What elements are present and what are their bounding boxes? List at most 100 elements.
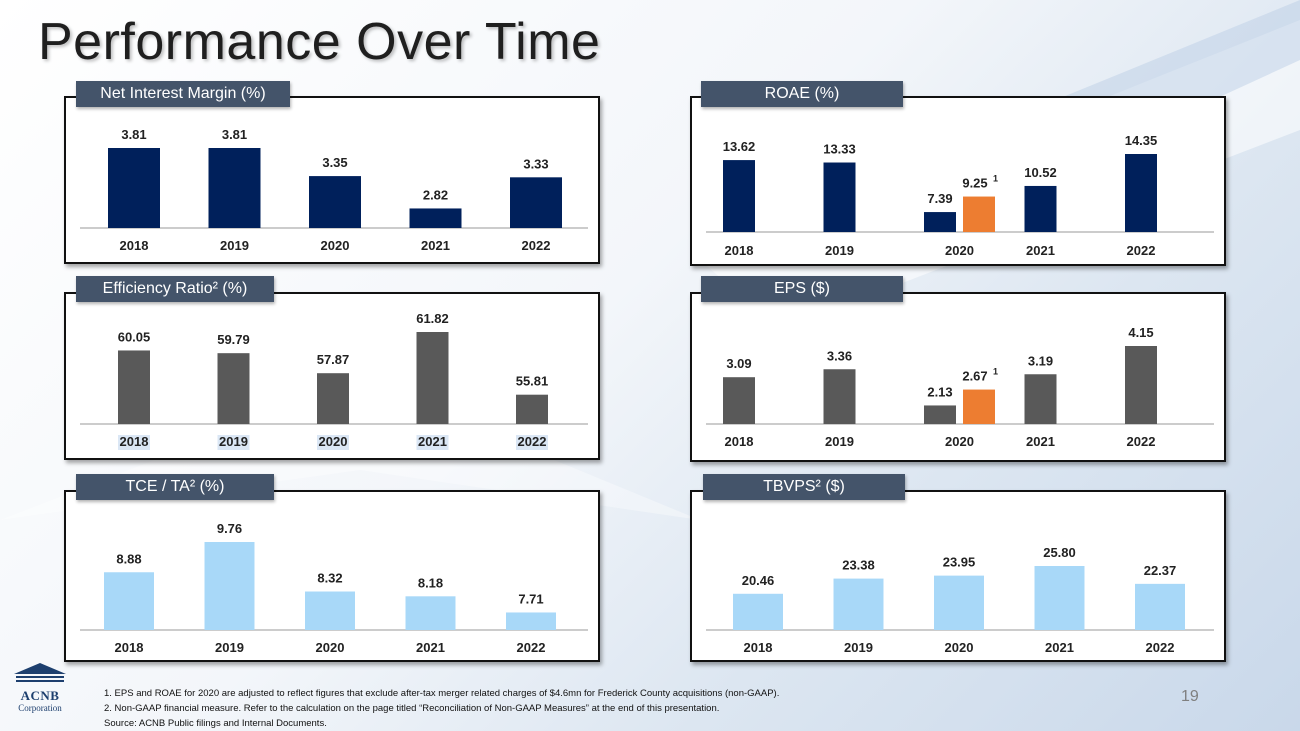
chart-panel-eps: 3.09 2018 3.36 2019 2.13 2.67 1 2020 3.19 2021 4.1… bbox=[690, 292, 1226, 462]
eps-label: EPS ($) bbox=[701, 276, 903, 302]
value-label-2020: 3.35 bbox=[322, 155, 347, 170]
value-label-2022: 55.81 bbox=[516, 374, 549, 389]
value-label-2020: 2.13 bbox=[927, 384, 952, 399]
value-label-2018: 3.09 bbox=[726, 356, 751, 371]
value-label-2022: 14.35 bbox=[1125, 133, 1158, 148]
category-highlight-2018 bbox=[118, 435, 150, 450]
category-label-2019: 2019 bbox=[825, 243, 854, 258]
tbvps-label: TBVPS² ($) bbox=[703, 474, 905, 500]
bar-2019 bbox=[208, 148, 261, 228]
bar-2018 bbox=[723, 377, 755, 424]
category-label-2018: 2018 bbox=[725, 243, 754, 258]
bar-2018 bbox=[118, 350, 150, 424]
value-label-2018: 20.46 bbox=[742, 573, 775, 588]
category-label-2021: 2021 bbox=[1026, 434, 1055, 449]
bank-roof-icon bbox=[14, 663, 66, 682]
category-label-2021: 2021 bbox=[1045, 640, 1074, 655]
category-label-2018: 2018 bbox=[120, 238, 149, 253]
tce-ta-label: TCE / TA² (%) bbox=[76, 474, 274, 500]
bar-2022 bbox=[1125, 346, 1157, 424]
value-label-2021: 8.18 bbox=[418, 575, 443, 590]
category-label-2020: 2020 bbox=[945, 434, 974, 449]
value-label-2020: 57.87 bbox=[317, 352, 350, 367]
value-label-2020: 8.32 bbox=[317, 571, 342, 586]
bar-2020 bbox=[317, 373, 349, 424]
bar-2022 bbox=[506, 612, 556, 630]
value-label-2022: 7.71 bbox=[518, 591, 543, 606]
category-label-2021: 2021 bbox=[1026, 243, 1055, 258]
category-label-2018: 2018 bbox=[725, 434, 754, 449]
category-highlight-2020 bbox=[317, 435, 349, 450]
bar-2020 bbox=[309, 176, 361, 228]
bar-2022 bbox=[516, 394, 548, 424]
category-label-2019: 2019 bbox=[215, 640, 244, 655]
bar-2018 bbox=[104, 572, 154, 630]
bar-2022 bbox=[1135, 583, 1185, 630]
value-label-2020: 7.39 bbox=[927, 191, 952, 206]
category-highlight-2021 bbox=[416, 435, 449, 450]
category-label-2019: 2019 bbox=[219, 434, 248, 449]
bar-2019 bbox=[833, 578, 884, 630]
value-label-2018: 8.88 bbox=[116, 551, 141, 566]
tce-ta-chart: 8.88 2018 9.76 2019 8.32 2020 8.18 2021 7.71 2022 bbox=[80, 521, 588, 655]
footnote-1: 1. EPS and ROAE for 2020 are adjusted to… bbox=[104, 688, 780, 699]
chart-panel-efficiency-ratio: 60.05 2018 59.79 2019 57.87 2020 61.82 2021 55.8… bbox=[64, 292, 600, 460]
value-label-2018: 3.81 bbox=[121, 127, 146, 142]
adjusted-footnote-marker: 1 bbox=[993, 367, 998, 377]
bar-2020 bbox=[305, 591, 355, 630]
bar-2021 bbox=[1034, 566, 1085, 630]
value-label-2019: 3.81 bbox=[222, 127, 247, 142]
category-label-2022: 2022 bbox=[518, 434, 547, 449]
value-label-2019: 13.33 bbox=[823, 142, 856, 157]
net-interest-margin-chart: 3.81 2018 3.81 2019 3.35 2020 2.82 2021 3.33 2022 bbox=[80, 127, 588, 253]
category-label-2018: 2018 bbox=[120, 434, 149, 449]
value-label-2021: 2.82 bbox=[423, 187, 448, 202]
category-label-2018: 2018 bbox=[744, 640, 773, 655]
roae-chart: 13.62 2018 13.33 2019 7.39 9.25 1 2020 10.52 2021… bbox=[706, 133, 1214, 258]
category-label-2018: 2018 bbox=[115, 640, 144, 655]
category-highlight-2022 bbox=[516, 435, 548, 450]
category-label-2022: 2022 bbox=[1127, 434, 1156, 449]
category-label-2019: 2019 bbox=[220, 238, 249, 253]
acnb-logo: ACNB Corporation bbox=[12, 662, 68, 713]
footnotes: 1. EPS and ROAE for 2020 are adjusted to… bbox=[104, 686, 779, 731]
adjusted-footnote-marker: 1 bbox=[993, 174, 998, 184]
roae-label: ROAE (%) bbox=[701, 81, 903, 107]
bar-2021 bbox=[405, 596, 456, 630]
bar-2018 bbox=[723, 160, 755, 232]
value-label-2022: 3.33 bbox=[523, 156, 548, 171]
category-label-2020: 2020 bbox=[945, 640, 974, 655]
chart-panel-roae: 13.62 2018 13.33 2019 7.39 9.25 1 2020 10.52 2021… bbox=[690, 96, 1226, 266]
category-highlight-2019 bbox=[217, 435, 250, 450]
value-label-2022: 22.37 bbox=[1144, 563, 1177, 578]
category-label-2019: 2019 bbox=[825, 434, 854, 449]
value-label-2022: 4.15 bbox=[1128, 325, 1153, 340]
category-label-2021: 2021 bbox=[421, 238, 450, 253]
chart-panel-tce-ta: 8.88 2018 9.76 2019 8.32 2020 8.18 2021 7.71 2022 bbox=[64, 490, 600, 662]
category-label-2021: 2021 bbox=[416, 640, 445, 655]
bar-2018 bbox=[108, 148, 160, 228]
category-label-2022: 2022 bbox=[522, 238, 551, 253]
bar-2021 bbox=[1024, 185, 1057, 232]
value-label-2018: 60.05 bbox=[118, 329, 151, 344]
bar-2021 bbox=[409, 208, 462, 228]
category-label-2022: 2022 bbox=[1127, 243, 1156, 258]
category-label-2020: 2020 bbox=[321, 238, 350, 253]
bar-2021 bbox=[416, 332, 449, 424]
bar-2020 bbox=[924, 212, 956, 232]
logo-name: ACNB bbox=[20, 688, 60, 703]
efficiency-ratio-chart: 60.05 2018 59.79 2019 57.87 2020 61.82 2021 55.8… bbox=[80, 311, 588, 450]
bar-2020 bbox=[924, 405, 956, 424]
chart-panel-net-interest-margin: 3.81 2018 3.81 2019 3.35 2020 2.82 2021 3.33 2022 bbox=[64, 96, 600, 264]
bar-2020 bbox=[934, 575, 984, 630]
value-label-2020: 23.95 bbox=[943, 555, 976, 570]
value-label-2021: 10.52 bbox=[1024, 165, 1057, 180]
bar-2018 bbox=[733, 593, 783, 630]
page-title: Performance Over Time bbox=[38, 13, 601, 71]
footnote-2: 2. Non-GAAP financial measure. Refer to … bbox=[104, 703, 720, 714]
chart-panel-tbvps: 20.46 2018 23.38 2019 23.95 2020 25.80 2021 22.3… bbox=[690, 490, 1226, 662]
value-label-2021: 3.19 bbox=[1028, 353, 1053, 368]
bar-2019 bbox=[823, 162, 856, 232]
tbvps-chart: 20.46 2018 23.38 2019 23.95 2020 25.80 2021 22.3… bbox=[706, 545, 1214, 655]
adjusted-value-label-2020: 2.67 bbox=[962, 369, 987, 384]
